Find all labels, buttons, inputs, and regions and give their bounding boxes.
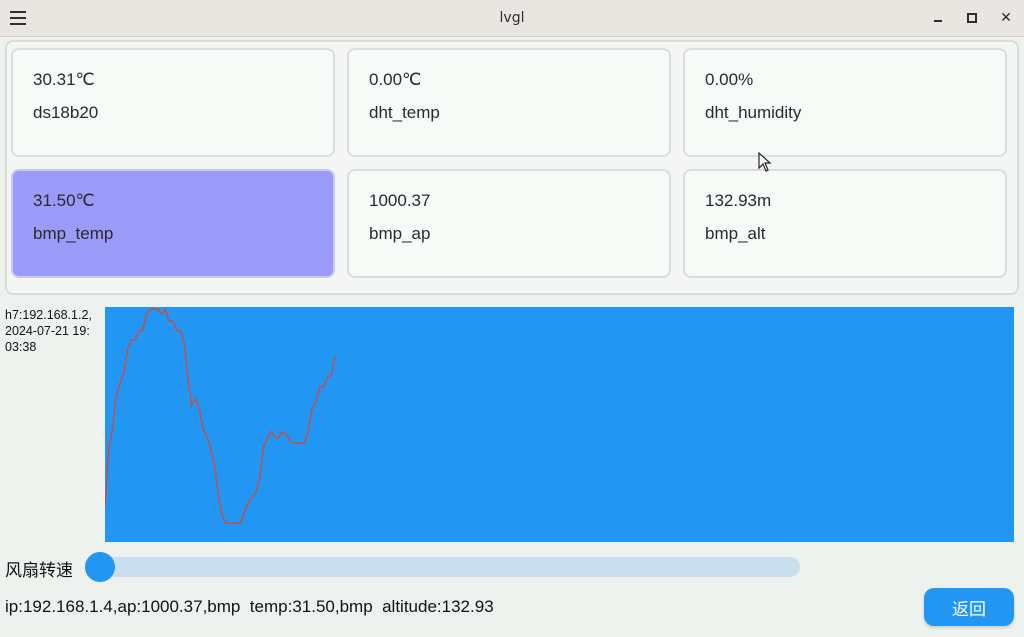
status-text: ip:192.168.1.4,ap:1000.37,bmp temp:31.50… [5,597,494,616]
sensor-value: 31.50℃ [33,191,95,210]
sensor-name: dht_humidity [705,103,802,122]
sensor-value: 132.93m [705,191,772,210]
sensor-panel: 30.31℃ ds18b20 0.00℃ dht_temp 0.00% dht_… [5,40,1019,295]
hamburger-menu-icon[interactable] [10,11,26,25]
device-info-line: 2024-07-21 19: [5,324,90,338]
device-info-line: 03:38 [5,340,37,354]
window-titlebar: lvgl ✕ [0,0,1024,37]
sensor-card-dht-humidity[interactable]: 0.00% dht_humidity [683,48,1007,157]
sensor-name: bmp_alt [705,224,766,243]
sensor-name: bmp_ap [369,224,431,243]
temperature-chart [105,307,1014,542]
minimize-icon [934,20,942,22]
fan-speed-slider[interactable] [85,552,800,582]
chart-series-line [105,307,336,524]
sensor-card-ds18b20[interactable]: 30.31℃ ds18b20 [11,48,335,157]
device-info: h7:192.168.1.2, 2024-07-21 19: 03:38 [5,307,105,355]
close-icon: ✕ [1000,10,1012,26]
maximize-button[interactable] [962,8,982,28]
sensor-value: 1000.37 [369,191,431,210]
chart-svg [105,307,336,524]
close-button[interactable]: ✕ [996,8,1016,28]
sensor-value: 0.00℃ [369,70,422,89]
maximize-icon [967,13,977,23]
sensor-name: dht_temp [369,103,440,122]
sensor-value: 0.00% [705,70,754,89]
minimize-button[interactable] [928,8,948,28]
device-info-line: h7:192.168.1.2, [5,308,92,322]
sensor-name: bmp_temp [33,224,114,243]
fan-speed-slider-knob[interactable] [85,552,115,582]
sensor-card-bmp-temp[interactable]: 31.50℃ bmp_temp [11,169,335,278]
sensor-card-bmp-alt[interactable]: 132.93m bmp_alt [683,169,1007,278]
sensor-name: ds18b20 [33,103,99,122]
sensor-value: 30.31℃ [33,70,95,89]
fan-speed-label: 风扇转速 [5,561,73,581]
back-button[interactable]: 返回 [924,588,1014,626]
sensor-card-dht-temp[interactable]: 0.00℃ dht_temp [347,48,671,157]
window-title: lvgl [499,10,525,26]
sensor-card-bmp-ap[interactable]: 1000.37 bmp_ap [347,169,671,278]
